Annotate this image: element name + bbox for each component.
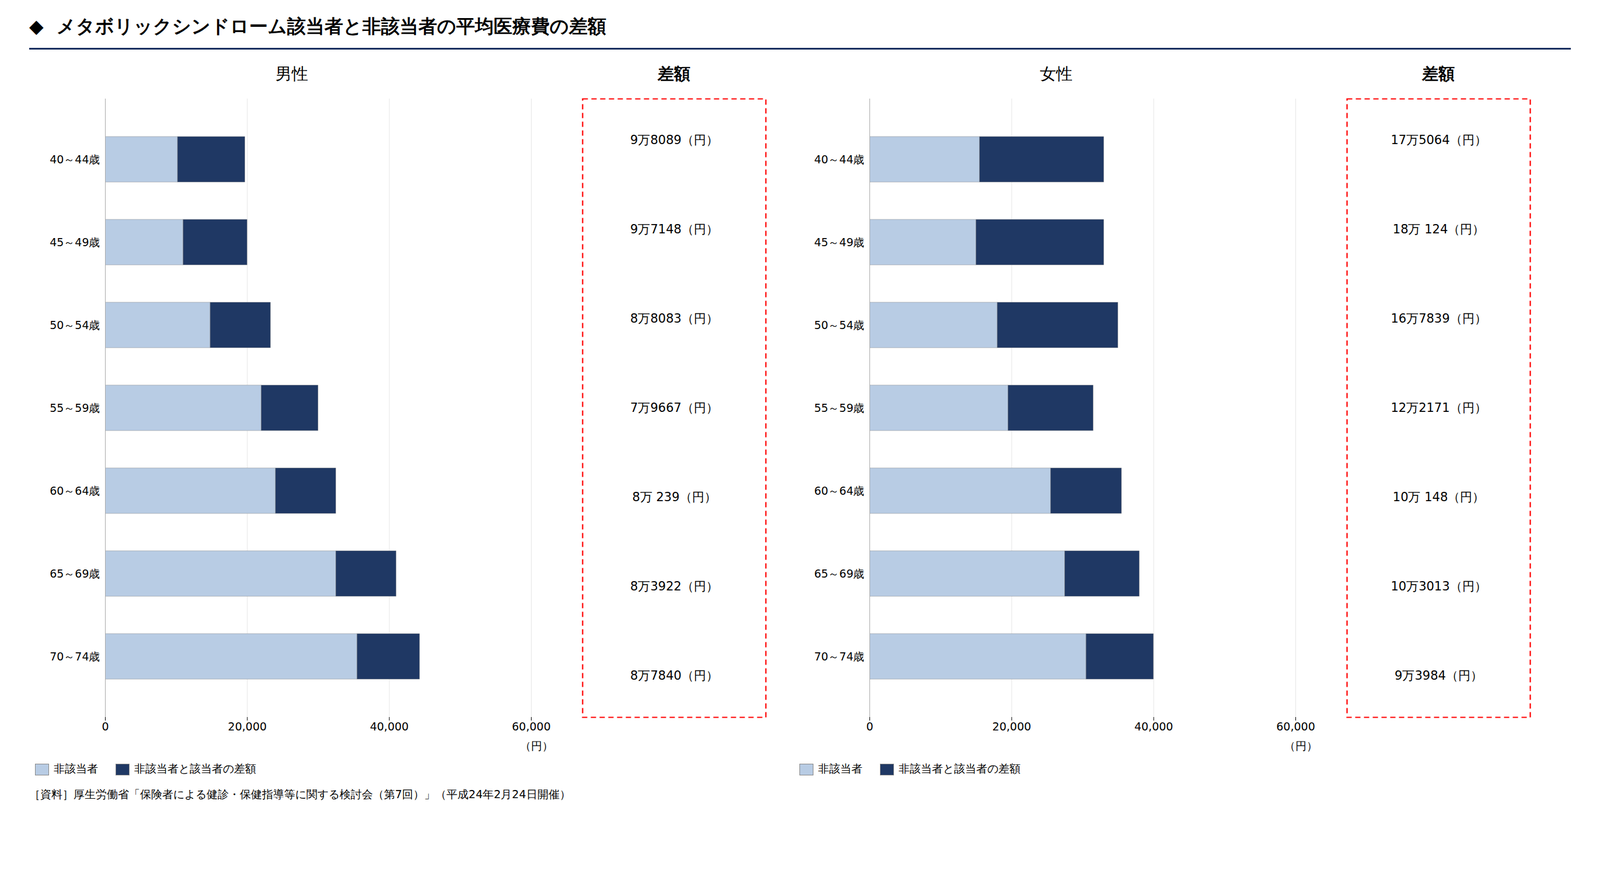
svg-text:8万7840（円）: 8万7840（円） — [630, 668, 719, 683]
svg-text:50～54歳: 50～54歳 — [49, 318, 100, 332]
svg-text:60～64歳: 60～64歳 — [49, 484, 100, 498]
svg-text:20,000: 20,000 — [992, 720, 1032, 733]
svg-text:45～49歳: 45～49歳 — [814, 235, 865, 249]
svg-text:10万 148（円）: 10万 148（円） — [1392, 490, 1485, 505]
svg-text:55～59歳: 55～59歳 — [814, 401, 865, 415]
svg-text:45～49歳: 45～49歳 — [49, 235, 100, 249]
svg-text:55～59歳: 55～59歳 — [49, 401, 100, 415]
html-text:◆ メタボリックシンドローム該当者と非該当者の平均医療費の差: ◆ メタボリックシンドローム該当者と非該当者の平均医療費の差額 — [29, 15, 607, 38]
svg-text:70～74歳: 70～74歳 — [49, 650, 100, 663]
html-text:非該当者: 非該当者 — [53, 762, 99, 775]
svg-text:16万7839（円）: 16万7839（円） — [1390, 311, 1487, 326]
html-text:非該当者と該当者の差額: 非該当者と該当者の差額 — [134, 762, 257, 775]
svg-text:40,000: 40,000 — [369, 720, 409, 733]
svg-text:（円）: （円） — [1284, 739, 1318, 753]
svg-text:9万7148（円）: 9万7148（円） — [630, 222, 719, 237]
html-text:男性: 男性 — [275, 64, 309, 84]
svg-text:0: 0 — [865, 720, 873, 733]
svg-text:17万5064（円）: 17万5064（円） — [1390, 133, 1487, 148]
svg-text:（円）: （円） — [519, 739, 554, 753]
html-text:非該当者: 非該当者 — [818, 762, 863, 775]
svg-text:8万8083（円）: 8万8083（円） — [630, 311, 719, 326]
svg-text:65～69歳: 65～69歳 — [814, 567, 865, 581]
html-text:非該当者と該当者の差額: 非該当者と該当者の差額 — [898, 762, 1021, 775]
svg-text:18万 124（円）: 18万 124（円） — [1392, 222, 1485, 237]
svg-text:9万8089（円）: 9万8089（円） — [630, 133, 719, 148]
svg-text:7万9667（円）: 7万9667（円） — [630, 400, 719, 415]
svg-text:8万3922（円）: 8万3922（円） — [630, 579, 719, 594]
svg-text:40,000: 40,000 — [1134, 720, 1173, 733]
html-text:差額: 差額 — [657, 64, 691, 84]
svg-text:65～69歳: 65～69歳 — [49, 567, 100, 581]
html-text:女性: 女性 — [1039, 64, 1073, 84]
svg-text:60,000: 60,000 — [1276, 720, 1315, 733]
svg-text:60,000: 60,000 — [511, 720, 551, 733]
svg-text:8万 239（円）: 8万 239（円） — [631, 490, 716, 505]
svg-text:20,000: 20,000 — [228, 720, 267, 733]
svg-text:10万3013（円）: 10万3013（円） — [1390, 579, 1487, 594]
html-text:差額: 差額 — [1422, 64, 1455, 84]
svg-text:12万2171（円）: 12万2171（円） — [1390, 400, 1487, 415]
svg-text:40～44歳: 40～44歳 — [814, 152, 865, 166]
svg-text:0: 0 — [101, 720, 109, 733]
svg-text:9万3984（円）: 9万3984（円） — [1394, 668, 1483, 683]
svg-text:70～74歳: 70～74歳 — [814, 650, 865, 663]
svg-text:40～44歳: 40～44歳 — [49, 152, 100, 166]
html-text:［資料］厚生労働省「保険者による健診・保健指導等に関する検討: ［資料］厚生労働省「保険者による健診・保健指導等に関する検討会（第7回）」（平成… — [29, 787, 571, 801]
svg-text:60～64歳: 60～64歳 — [814, 484, 865, 498]
svg-text:50～54歳: 50～54歳 — [814, 318, 865, 332]
